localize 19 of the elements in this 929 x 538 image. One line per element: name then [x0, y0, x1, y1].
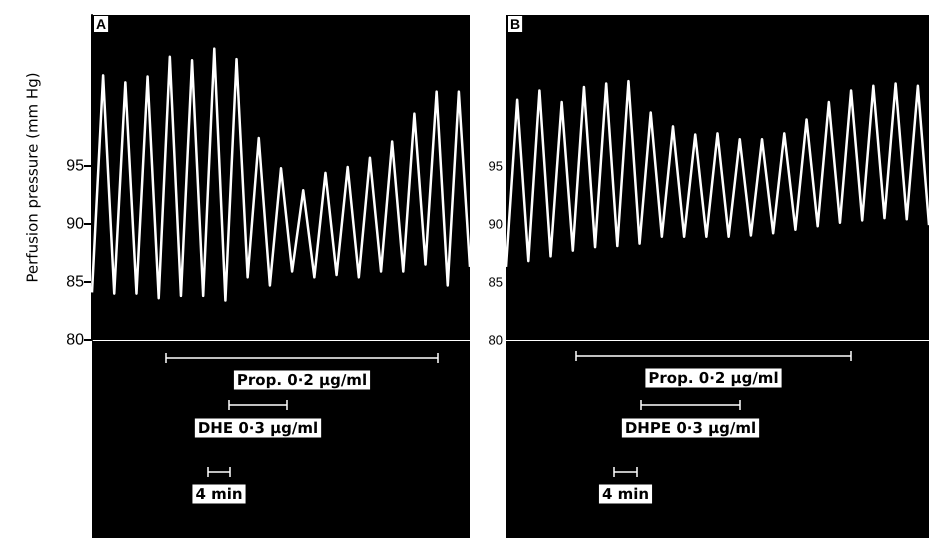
- text: Prop. 0·2 μg/ml: [236, 371, 368, 389]
- text: 4 min: [195, 485, 243, 503]
- text: DHPE 0·3 μg/ml: [624, 419, 756, 437]
- y-tick-label: 90: [66, 215, 84, 232]
- chart-title: A: [96, 16, 106, 32]
- y-tick-label: 85: [66, 273, 84, 290]
- y-tick-label: 90: [488, 216, 503, 232]
- line-series: [90, 47, 472, 302]
- chart-title: B: [510, 16, 520, 32]
- y-tick-label: 95: [66, 157, 84, 174]
- y-tick-label: 95: [488, 158, 503, 174]
- text: 4 min: [602, 485, 650, 503]
- y-axis-title: Perfusion pressure (mm Hg): [24, 72, 42, 283]
- text: Prop. 0·2 μg/ml: [648, 369, 779, 387]
- line-series: [504, 80, 929, 268]
- text: DHE 0·3 μg/ml: [198, 419, 318, 437]
- y-tick-label: 80: [66, 332, 84, 348]
- y-tick-label: 80: [488, 332, 503, 348]
- y-tick-label: 85: [488, 274, 503, 290]
